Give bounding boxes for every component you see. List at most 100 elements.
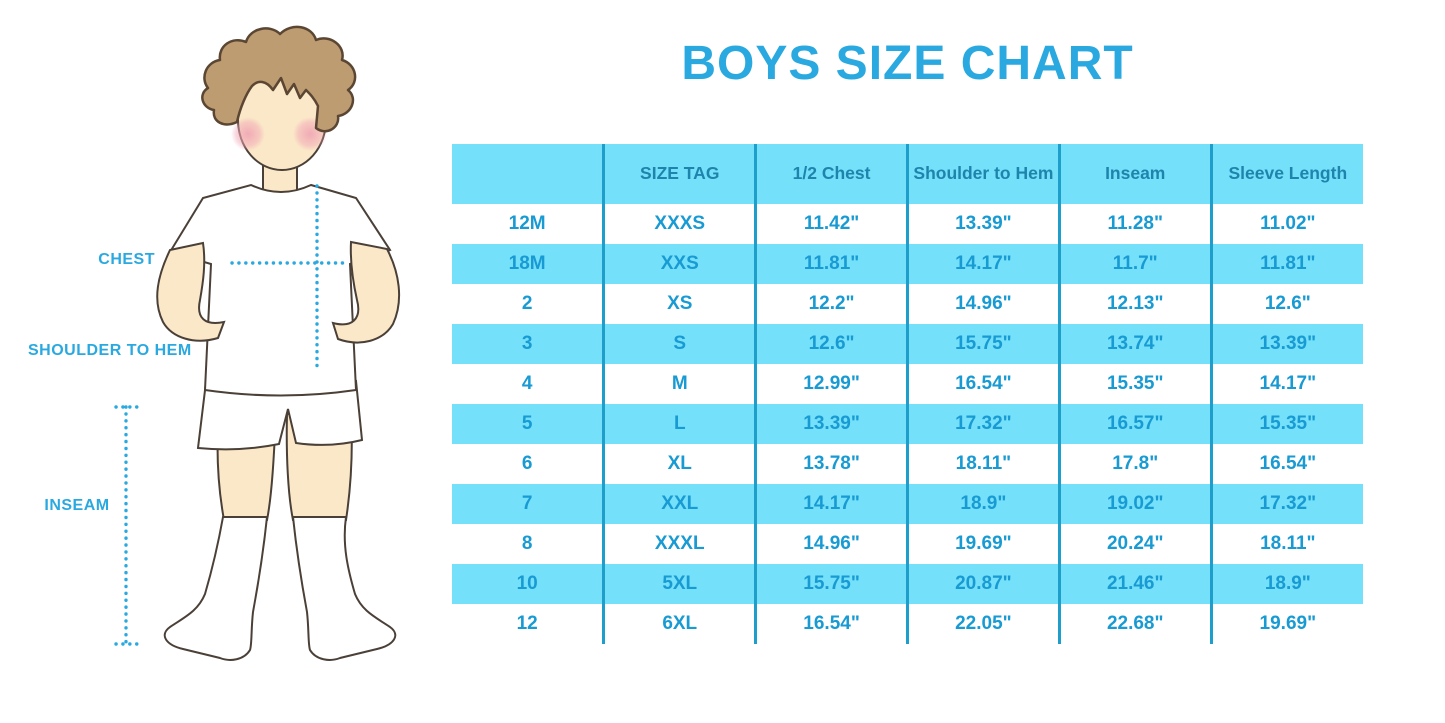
- value-cell: 17.32": [905, 404, 1060, 444]
- right-sock: [291, 516, 397, 661]
- value-cell: 14.96": [905, 284, 1060, 324]
- tshirt: [168, 183, 392, 397]
- value-cell: M: [602, 364, 756, 404]
- value-cell: 19.69": [1209, 604, 1363, 644]
- size-table-header: SIZE TAG 1/2 Chest Shoulder to Hem Insea…: [452, 144, 1363, 204]
- hair: [201, 25, 357, 133]
- value-cell: XL: [602, 444, 756, 484]
- table-row: 18M XXS 11.81" 14.17" 11.7" 11.81": [452, 244, 1363, 284]
- size-table-body: 12M XXXS 11.42" 13.39" 11.28" 11.02" 18M XXS 11.…: [452, 204, 1363, 644]
- left-arm: [156, 241, 226, 342]
- value-cell: 16.57": [1057, 404, 1212, 444]
- size-cell: 8: [452, 524, 604, 564]
- value-cell: XXL: [602, 484, 756, 524]
- value-cell: 12.6": [754, 324, 908, 364]
- header-cell-half-chest: 1/2 Chest: [754, 144, 908, 204]
- value-cell: 13.39": [1209, 324, 1363, 364]
- value-cell: 11.42": [754, 204, 908, 244]
- value-cell: 13.39": [754, 404, 908, 444]
- table-row: 3 S 12.6" 15.75" 13.74" 13.39": [452, 324, 1363, 364]
- value-cell: 16.54": [1209, 444, 1363, 484]
- value-cell: 14.17": [1209, 364, 1363, 404]
- page-title: BOYS SIZE CHART: [681, 37, 1134, 90]
- size-cell: 12M: [452, 204, 604, 244]
- table-row: 7 XXL 14.17" 18.9" 19.02" 17.32": [452, 484, 1363, 524]
- header-cell-shoulder-to-hem: Shoulder to Hem: [905, 144, 1060, 204]
- value-cell: 21.46": [1057, 564, 1212, 604]
- value-cell: XXXL: [602, 524, 756, 564]
- value-cell: 15.35": [1209, 404, 1363, 444]
- value-cell: 20.24": [1057, 524, 1212, 564]
- size-cell: 18M: [452, 244, 604, 284]
- value-cell: XXS: [602, 244, 756, 284]
- value-cell: 19.69": [905, 524, 1060, 564]
- value-cell: 16.54": [754, 604, 908, 644]
- value-cell: 11.02": [1209, 204, 1363, 244]
- size-cell: 6: [452, 444, 604, 484]
- table-row: 12 6XL 16.54" 22.05" 22.68" 19.69": [452, 604, 1363, 644]
- value-cell: 13.74": [1057, 324, 1212, 364]
- value-cell: 17.32": [1209, 484, 1363, 524]
- table-row: 2 XS 12.2" 14.96" 12.13" 12.6": [452, 284, 1363, 324]
- value-cell: 17.8": [1057, 444, 1212, 484]
- left-cheek: [231, 117, 265, 151]
- value-cell: 12.6": [1209, 284, 1363, 324]
- size-cell: 12: [452, 604, 604, 644]
- value-cell: 11.28": [1057, 204, 1212, 244]
- value-cell: XS: [602, 284, 756, 324]
- left-sock: [163, 516, 269, 661]
- size-cell: 3: [452, 324, 604, 364]
- value-cell: 12.2": [754, 284, 908, 324]
- value-cell: 11.81": [754, 244, 908, 284]
- value-cell: 12.99": [754, 364, 908, 404]
- value-cell: 18.9": [905, 484, 1060, 524]
- value-cell: 12.13": [1057, 284, 1212, 324]
- value-cell: 13.78": [754, 444, 908, 484]
- table-row: 12M XXXS 11.42" 13.39" 11.28" 11.02": [452, 204, 1363, 244]
- value-cell: 19.02": [1057, 484, 1212, 524]
- header-cell-sleeve-length: Sleeve Length: [1209, 144, 1363, 204]
- table-row: 6 XL 13.78" 18.11" 17.8" 16.54": [452, 444, 1363, 484]
- value-cell: L: [602, 404, 756, 444]
- header-cell-size-tag: SIZE TAG: [602, 144, 756, 204]
- table-row: 8 XXXL 14.96" 19.69" 20.24" 18.11": [452, 524, 1363, 564]
- value-cell: 11.81": [1209, 244, 1363, 284]
- table-row: 4 M 12.99" 16.54" 15.35" 14.17": [452, 364, 1363, 404]
- value-cell: 14.17": [754, 484, 908, 524]
- value-cell: 15.75": [905, 324, 1060, 364]
- value-cell: 5XL: [602, 564, 756, 604]
- value-cell: 6XL: [602, 604, 756, 644]
- boy-illustration: [114, 25, 400, 661]
- value-cell: 15.35": [1057, 364, 1212, 404]
- value-cell: 15.75": [754, 564, 908, 604]
- inseam-label: INSEAM: [44, 497, 110, 514]
- value-cell: 22.05": [905, 604, 1060, 644]
- value-cell: S: [602, 324, 756, 364]
- right-arm: [331, 240, 400, 344]
- header-cell-size: [452, 144, 604, 204]
- chest-label: CHEST: [98, 251, 155, 268]
- size-cell: 7: [452, 484, 604, 524]
- table-row: 5 L 13.39" 17.32" 16.57" 15.35": [452, 404, 1363, 444]
- value-cell: 14.96": [754, 524, 908, 564]
- value-cell: 14.17": [905, 244, 1060, 284]
- value-cell: 13.39": [905, 204, 1060, 244]
- size-cell: 2: [452, 284, 604, 324]
- header-cell-inseam: Inseam: [1057, 144, 1212, 204]
- size-cell: 5: [452, 404, 604, 444]
- size-table: SIZE TAG 1/2 Chest Shoulder to Hem Insea…: [452, 144, 1363, 644]
- size-table-container: SIZE TAG 1/2 Chest Shoulder to Hem Insea…: [452, 144, 1363, 644]
- value-cell: 18.11": [1209, 524, 1363, 564]
- value-cell: 18.9": [1209, 564, 1363, 604]
- table-row: 10 5XL 15.75" 20.87" 21.46" 18.9": [452, 564, 1363, 604]
- value-cell: 16.54": [905, 364, 1060, 404]
- size-cell: 10: [452, 564, 604, 604]
- value-cell: 20.87": [905, 564, 1060, 604]
- value-cell: 11.7": [1057, 244, 1212, 284]
- value-cell: 22.68": [1057, 604, 1212, 644]
- measurement-figure: CHEST SHOULDER TO HEM INSEAM: [0, 0, 452, 723]
- size-cell: 4: [452, 364, 604, 404]
- value-cell: 18.11": [905, 444, 1060, 484]
- value-cell: XXXS: [602, 204, 756, 244]
